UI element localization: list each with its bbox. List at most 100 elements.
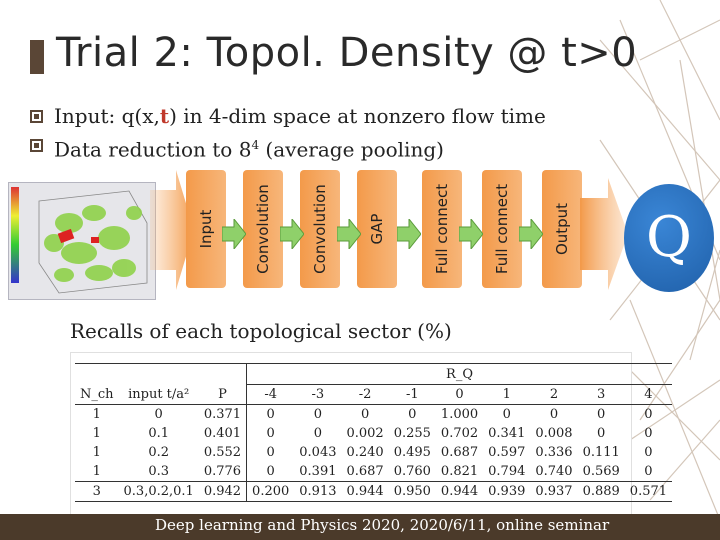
table-cell: 0.937 <box>530 481 578 502</box>
recall-table: R_Q N_ch input t/a² P -4 -3 -2 -1 0 1 2 … <box>75 363 673 502</box>
layer-convolution-2: Convolution <box>300 170 340 288</box>
layer-label: Convolution <box>254 184 272 274</box>
bullet-reduction-exponent: 4 <box>251 138 260 152</box>
table-cell: 0.760 <box>393 464 431 479</box>
header-q: 1 <box>483 384 531 405</box>
green-arrow-icon <box>337 219 361 249</box>
header-p: P <box>198 384 248 405</box>
table-cell: 0 <box>549 407 559 422</box>
green-arrow-icon <box>280 219 304 249</box>
table-cell: 0 <box>266 426 275 441</box>
table-cell: 0 <box>313 407 323 422</box>
header-q: 0 <box>435 384 484 405</box>
bullet-square-icon <box>30 139 43 152</box>
header-nch: N_ch <box>75 384 119 405</box>
table-cell: 0.2 <box>148 445 170 460</box>
layer-output: Output <box>542 170 582 288</box>
table-cell: 0.687 <box>346 464 384 479</box>
table-cell: 0.341 <box>488 426 526 441</box>
header-q: 4 <box>624 384 673 405</box>
table-cell: 0 <box>266 407 275 422</box>
table-cell: 0.939 <box>483 481 531 502</box>
table-cell: 0.571 <box>624 481 673 502</box>
header-q: -1 <box>388 384 436 405</box>
recall-table-container: R_Q N_ch input t/a² P -4 -3 -2 -1 0 1 2 … <box>70 352 673 524</box>
green-arrow-icon <box>459 219 483 249</box>
table-cell: 0.3,0.2,0.1 <box>118 481 199 502</box>
bullet-reduction: Data reduction to 84 (average pooling) <box>30 131 546 165</box>
table-cell: 0 <box>502 407 511 422</box>
table-cell: 1 <box>92 426 101 441</box>
bullet-reduction-text-pre: Data reduction to 8 <box>54 137 252 162</box>
table-cell: 0 <box>644 426 653 441</box>
table-cell: 0.002 <box>346 426 384 441</box>
bullet-square-icon <box>30 110 43 123</box>
table-header-row: N_ch input t/a² P -4 -3 -2 -1 0 1 2 3 4 <box>75 384 673 405</box>
table-cell: 1 <box>92 445 101 460</box>
header-q: -3 <box>294 384 342 405</box>
table-cell: 0.391 <box>299 464 337 479</box>
bullet-input-highlight: t <box>159 104 170 128</box>
green-arrow-icon <box>397 219 421 249</box>
table-cell: 0.944 <box>435 481 484 502</box>
table-cell: 0.687 <box>440 445 479 460</box>
table-row: 3 0.3,0.2,0.1 0.942 0.200 0.913 0.944 0.950 0.9… <box>75 481 673 502</box>
slide-title: Trial 2: Topol. Density @ t>0 <box>56 30 638 76</box>
table-cell: 1 <box>92 464 101 479</box>
footer-bar <box>0 514 720 540</box>
group-header-rq: R_Q <box>246 363 673 385</box>
table-cell: 3 <box>75 481 119 502</box>
layer-convolution-1: Convolution <box>243 170 283 288</box>
table-cell: 0.942 <box>198 481 248 502</box>
header-q: -4 <box>246 384 295 405</box>
table-cell: 0.3 <box>148 464 170 479</box>
table-cell: 0.255 <box>393 426 431 441</box>
table-header-group-row: R_Q <box>75 363 673 385</box>
recalls-caption: Recalls of each topological sector (%) <box>70 319 452 343</box>
table-cell: 0.740 <box>535 464 573 479</box>
layer-label: Full connect <box>493 183 511 275</box>
table-cell: 0 <box>266 445 275 460</box>
table-cell: 0.776 <box>198 462 248 482</box>
table-cell: 0 <box>644 407 653 422</box>
table-cell: 0.111 <box>582 445 620 460</box>
bullet-reduction-text-post: (average pooling) <box>259 137 444 162</box>
table-cell: 0.913 <box>294 481 342 502</box>
header-input: input t/a² <box>118 384 199 405</box>
table-cell: 0.950 <box>388 481 436 502</box>
table-cell: 0.240 <box>346 445 384 460</box>
table-cell: 0.336 <box>535 445 573 460</box>
output-q-circle: Q <box>624 184 714 292</box>
green-arrow-icon <box>222 219 246 249</box>
input-arrow-icon <box>150 170 194 290</box>
table-cell: 0.495 <box>393 445 431 460</box>
table-cell: 0 <box>154 407 163 422</box>
table-cell: 0.944 <box>341 481 389 502</box>
table-cell: 0 <box>266 464 275 479</box>
table-cell: 0.597 <box>488 445 526 460</box>
topological-density-visualization <box>8 182 156 300</box>
table-cell: 0 <box>597 426 606 441</box>
output-arrow-icon <box>580 178 628 290</box>
footer-text: Deep learning and Physics 2020, 2020/6/1… <box>155 516 610 534</box>
table-cell: 0.371 <box>198 404 248 424</box>
green-arrow-icon <box>519 219 543 249</box>
table-cell: 0.569 <box>582 464 620 479</box>
table-cell: 0 <box>597 407 606 422</box>
layer-label: GAP <box>368 213 386 245</box>
layer-label: Output <box>553 202 571 256</box>
table-cell: 0.552 <box>198 443 248 462</box>
table-cell: 0.1 <box>148 426 170 441</box>
bullet-list: Input: q(x,t) in 4-dim space at nonzero … <box>30 102 546 165</box>
layer-gap: GAP <box>357 170 397 288</box>
table-row: 1 0.2 0.552 0 0.043 0.240 0.495 0.687 0.597 0.336… <box>75 443 672 462</box>
table-cell: 0 <box>360 407 370 422</box>
table-cell: 0.702 <box>440 426 479 441</box>
bullet-input-text-post: ) in 4-dim space at nonzero flow time <box>169 104 546 128</box>
table-row: 1 0.1 0.401 0 0 0.002 0.255 0.702 0.341 0.008 0 0 <box>75 424 672 443</box>
layer-label: Full connect <box>433 183 451 275</box>
header-q: 3 <box>577 384 625 405</box>
table-cell: 0.200 <box>246 481 295 502</box>
table-cell: 0.008 <box>535 426 573 441</box>
table-cell: 0.401 <box>198 424 248 443</box>
